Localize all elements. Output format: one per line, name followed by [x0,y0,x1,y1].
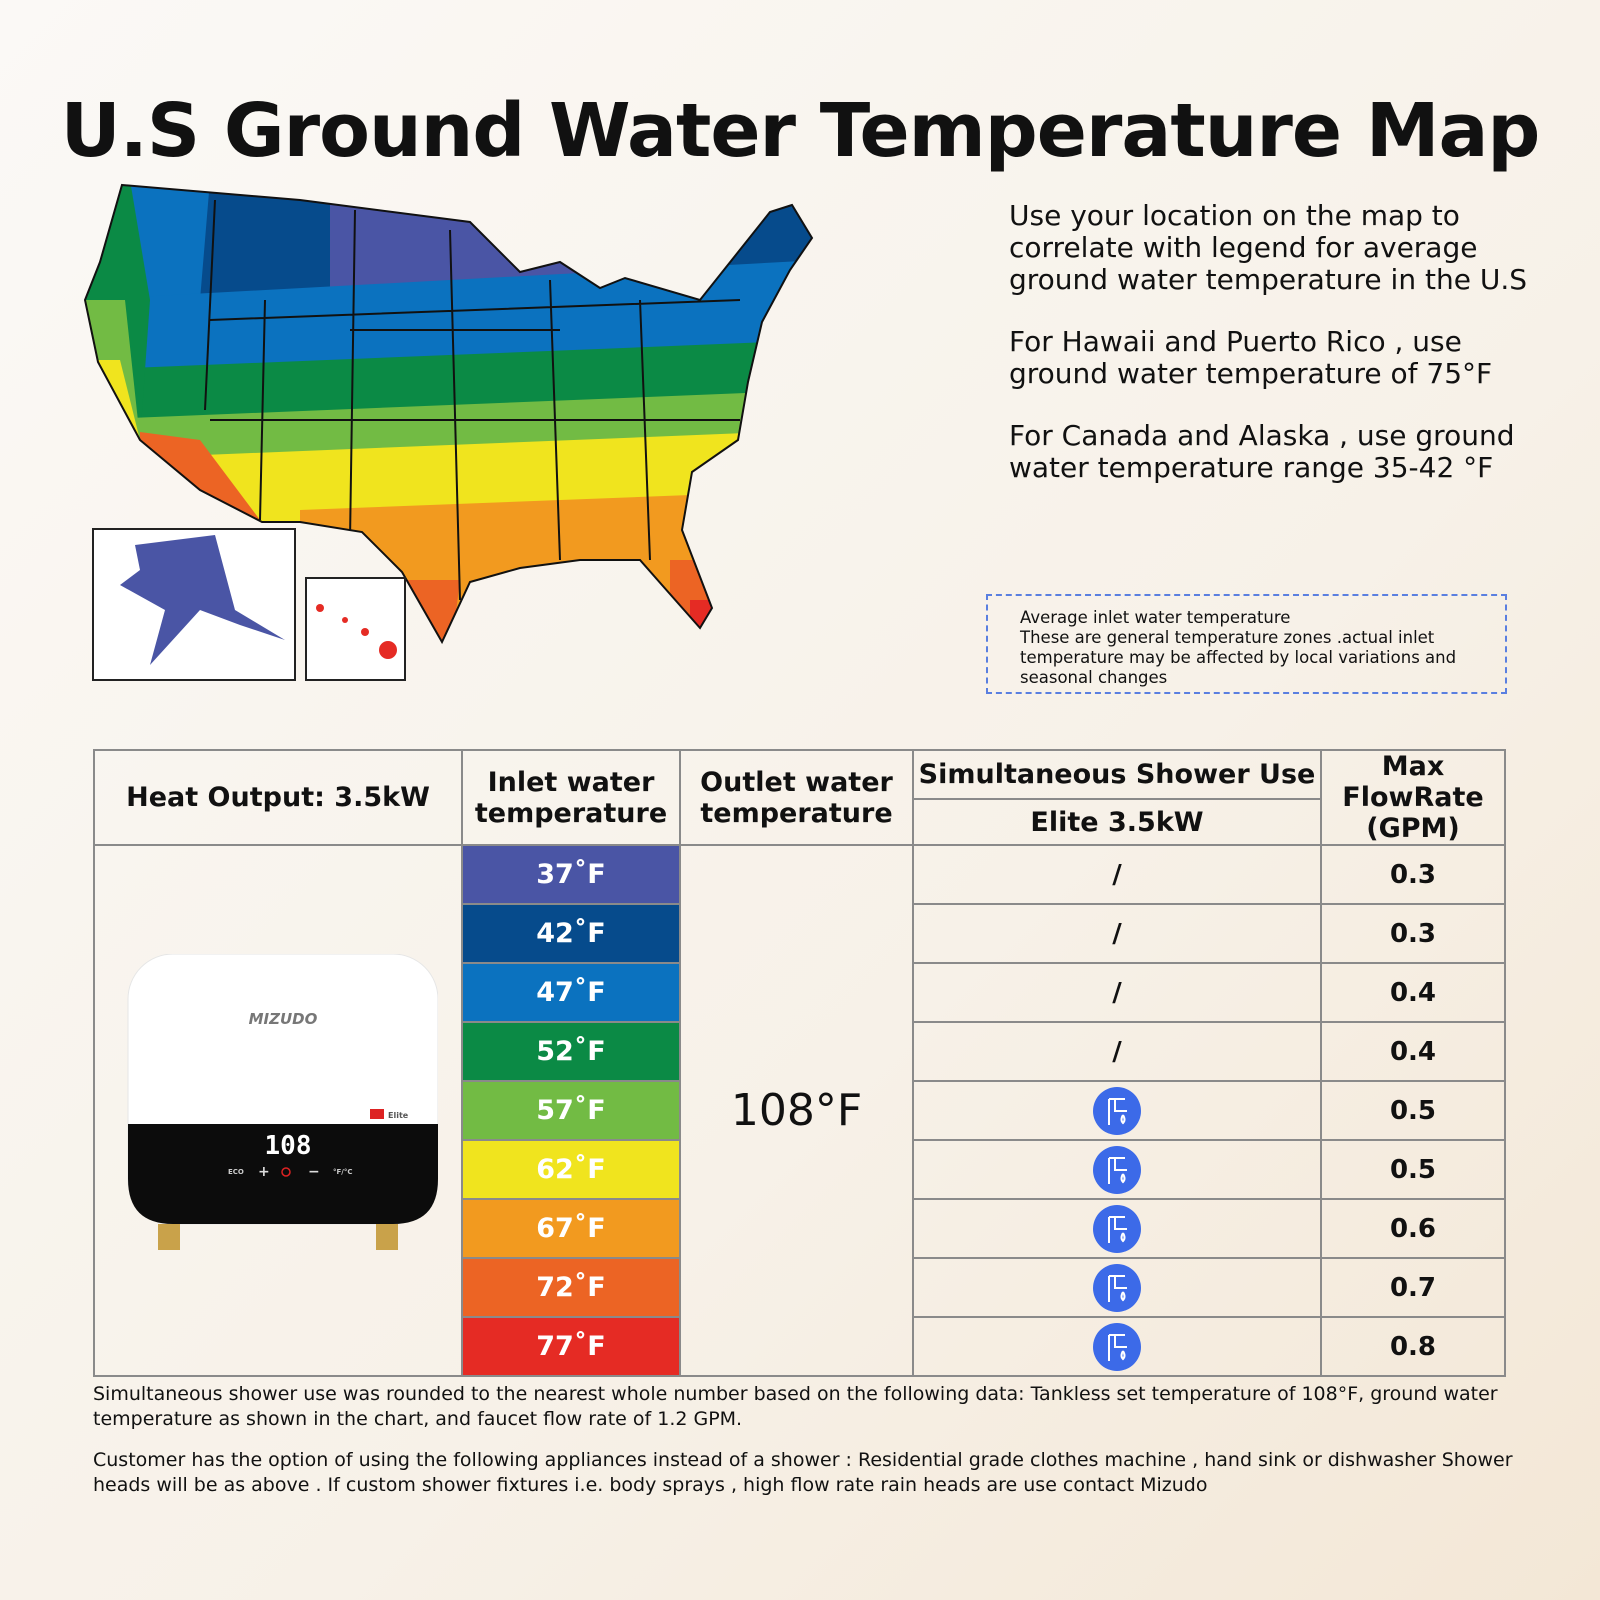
svg-text:+: + [258,1164,270,1180]
shower-use-cell [912,1080,1322,1141]
shower-use-cell [912,1139,1322,1200]
shower-use-cell [912,1198,1322,1259]
table-row: 42˚F /0.3 [94,903,1506,964]
water-heater-image: MIZUDO Elite 108 ECO + − °F/°C [127,953,439,1250]
inlet-temp-cell: 77˚F [461,1316,681,1377]
inlet-temp-cell: 72˚F [461,1257,681,1318]
faucet-icon [1093,1145,1141,1194]
svg-text:−: − [308,1164,320,1180]
shower-use-cell: / [912,1021,1322,1082]
hawaii-shape [316,604,397,659]
inlet-temp-cell: 47˚F [461,962,681,1023]
flow-rate-cell: 0.5 [1320,1139,1506,1200]
inlet-header: Inlet water temperature [461,749,681,846]
model-header: Elite 3.5kW [912,798,1322,846]
instruction-location: Use your location on the map to correlat… [1009,199,1527,296]
faucet-icon [1093,1086,1141,1135]
inlet-temp-cell: 42˚F [461,903,681,964]
shower-use-cell [912,1257,1322,1318]
display-readout: 108 [265,1131,312,1161]
table-row: 67˚F 0.6 [94,1198,1506,1259]
shower-use-cell: / [912,903,1322,964]
faucet-icon [1093,1263,1141,1312]
flow-header: Max FlowRate (GPM) [1320,749,1506,846]
faucet-icon [1093,1322,1141,1371]
footer-note-2: Customer has the option of using the fol… [93,1449,1513,1496]
instruction-canada-alaska: For Canada and Alaska , use ground water… [1009,419,1515,484]
disclaimer-box: Average inlet water temperature These ar… [986,594,1507,694]
page-title: U.S Ground Water Temperature Map [60,88,1541,174]
outlet-header: Outlet water temperature [679,749,914,846]
shower-use-cell: / [912,962,1322,1023]
flow-rate-cell: 0.3 [1320,903,1506,964]
shower-use-cell [912,1316,1322,1377]
table-row: 47˚F /0.4 [94,962,1506,1023]
footer-note-1: Simultaneous shower use was rounded to t… [93,1383,1498,1430]
brand-logo: MIZUDO [249,1010,318,1028]
flow-rate-cell: 0.5 [1320,1080,1506,1141]
outlet-temp-value: 108°F [679,844,914,1377]
inlet-temp-cell: 52˚F [461,1021,681,1082]
heat-output-header: Heat Output: 3.5kW [93,749,463,846]
shower-use-cell: / [912,844,1322,905]
table-row: 57˚F 0.5 [94,1080,1506,1141]
flow-rate-cell: 0.4 [1320,962,1506,1023]
shower-header: Simultaneous Shower Use [912,748,1322,801]
faucet-icon [1093,1204,1141,1253]
note-title: Average inlet water temperature [1020,608,1291,627]
flow-rate-cell: 0.3 [1320,844,1506,905]
inlet-temp-cell: 67˚F [461,1198,681,1259]
flow-rate-cell: 0.4 [1320,1021,1506,1082]
svg-text:ECO: ECO [228,1168,244,1176]
table-row: 52˚F /0.4 [94,1021,1506,1082]
flow-rate-table: Heat Output: 3.5kW Inlet water temperatu… [93,748,1506,1377]
table-row: MIZUDO Elite 108 ECO + − °F/°C 37˚F 108°F /… [93,844,1506,1377]
table-row: 77˚F 0.8 [94,1316,1506,1377]
inlet-temp-cell: 57˚F [461,1080,681,1141]
instruction-hawaii: For Hawaii and Puerto Rico , use ground … [1009,325,1493,390]
inlet-temp-cell: 62˚F [461,1139,681,1200]
inlet-temp-cell: 37˚F [461,844,681,905]
note-body: These are general temperature zones .act… [1020,628,1457,687]
product-cell: MIZUDO Elite 108 ECO + − °F/°C [93,844,463,1377]
svg-text:Elite: Elite [388,1111,409,1120]
flow-rate-cell: 0.6 [1320,1198,1506,1259]
map-instructions: Use your location on the map to correlat… [1009,200,1569,514]
alaska-shape [120,535,285,665]
flow-rate-cell: 0.7 [1320,1257,1506,1318]
hawaii-inset [305,577,406,681]
flow-rate-cell: 0.8 [1320,1316,1506,1377]
table-row: 62˚F 0.5 [94,1139,1506,1200]
svg-text:°F/°C: °F/°C [333,1168,352,1176]
us-temperature-map [83,183,814,681]
table-row: 72˚F 0.7 [94,1257,1506,1318]
